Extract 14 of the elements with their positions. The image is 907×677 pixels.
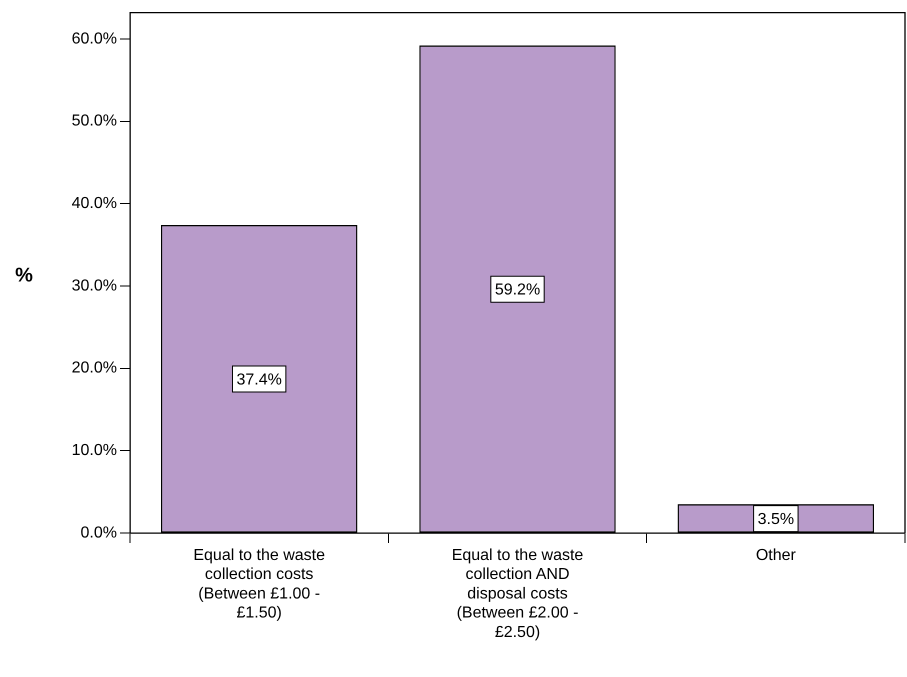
y-tick-label: 0.0% [80, 524, 117, 542]
y-tick-label: 60.0% [72, 30, 117, 48]
x-tick-label: Equal to the waste collection costs (Between £1.00 - £1.50) [193, 547, 326, 622]
y-axis-title: % [15, 264, 34, 286]
data-label: 3.5% [758, 510, 794, 528]
y-tick-label: 30.0% [72, 277, 117, 294]
x-tick-label: Other [756, 547, 797, 564]
y-tick-label: 10.0% [72, 442, 117, 460]
y-tick-label: 50.0% [72, 112, 117, 130]
x-tick-label: Equal to the waste collection AND disposal costs (Between £2.00 - £2.50) [452, 547, 584, 641]
data-label: 59.2% [494, 282, 540, 299]
data-label: 37.4% [236, 371, 282, 388]
y-tick-label: 40.0% [72, 195, 117, 212]
y-tick-label: 20.0% [72, 360, 117, 377]
